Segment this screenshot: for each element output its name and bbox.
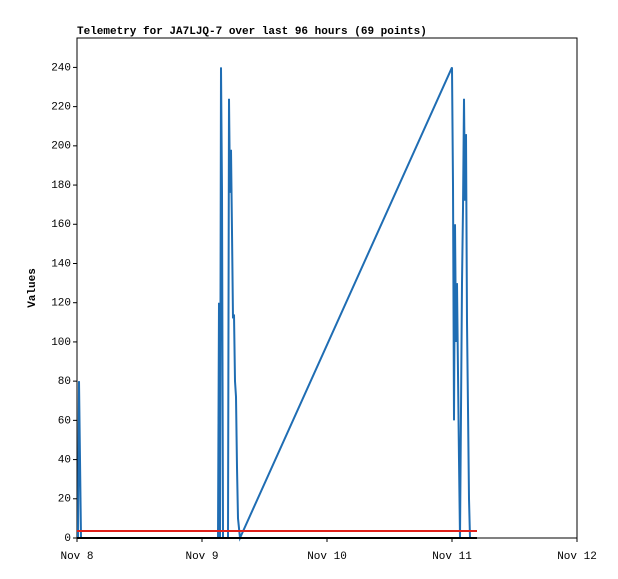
y-tick-label: 0 <box>64 533 71 545</box>
y-tick-label: 120 <box>51 298 71 310</box>
y-tick-label: 160 <box>51 219 71 231</box>
y-tick-label: 140 <box>51 258 71 270</box>
y-tick-label: 180 <box>51 180 71 192</box>
y-tick-label: 200 <box>51 141 71 153</box>
y-tick-label: 40 <box>58 454 71 466</box>
y-tick-label: 220 <box>51 102 71 114</box>
data-line <box>77 67 471 542</box>
y-tick-label: 240 <box>51 62 71 74</box>
y-tick-label: 60 <box>58 415 71 427</box>
x-tick-label: Nov 10 <box>307 551 347 563</box>
x-tick-label: Nov 12 <box>557 551 597 563</box>
y-tick-label: 100 <box>51 337 71 349</box>
x-tick-label: Nov 9 <box>185 551 218 563</box>
y-axis-label: Values <box>27 268 39 308</box>
plot-frame <box>76 37 578 539</box>
y-tick-label: 80 <box>58 376 71 388</box>
chart-title: Telemetry for JA7LJQ-7 over last 96 hour… <box>77 26 427 38</box>
x-tick-label: Nov 8 <box>60 551 93 563</box>
x-tick-label: Nov 11 <box>432 551 472 563</box>
y-tick-label: 20 <box>58 494 71 506</box>
